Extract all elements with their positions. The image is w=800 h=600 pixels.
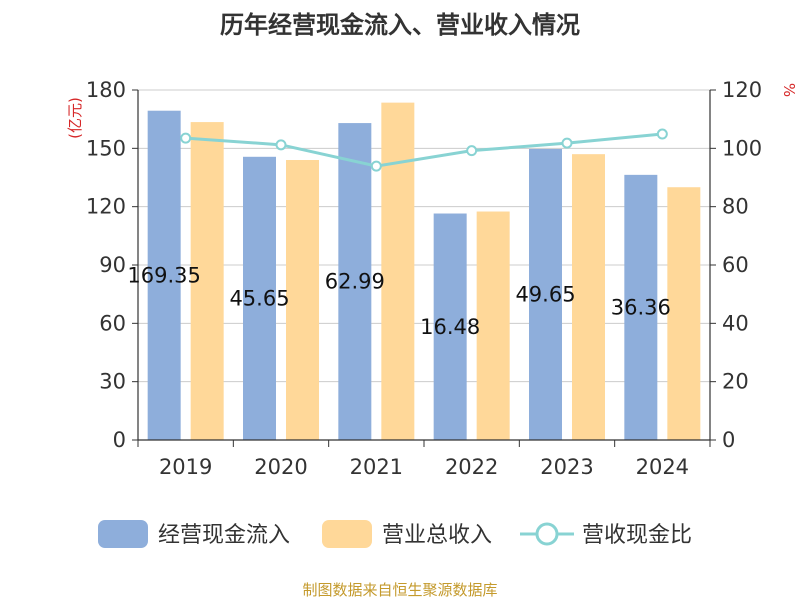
left-axis: 0 30 60 90 120 150 180 bbox=[86, 78, 139, 452]
x-tick-label: 2024 bbox=[636, 455, 689, 479]
data-label-cash-inflow: 45.65 bbox=[229, 286, 289, 310]
left-tick-label: 60 bbox=[99, 311, 126, 335]
bar-revenue bbox=[476, 211, 510, 440]
left-tick-label: 150 bbox=[86, 136, 126, 160]
right-tick-label: 80 bbox=[722, 195, 749, 219]
legend-label-ratio: 营收现金比 bbox=[582, 523, 692, 548]
right-tick-label: 60 bbox=[722, 253, 749, 277]
bar-cash-inflow bbox=[624, 174, 658, 440]
bar-revenue bbox=[572, 154, 605, 440]
left-tick-label: 90 bbox=[99, 253, 126, 277]
ratio-point bbox=[656, 128, 668, 140]
ratio-line bbox=[180, 128, 668, 172]
legend-swatch-revenue bbox=[322, 520, 372, 548]
gridlines bbox=[138, 89, 710, 441]
x-tick-label: 2021 bbox=[350, 455, 403, 479]
data-label-cash-inflow: 36.36 bbox=[611, 295, 671, 319]
right-tick-label: 0 bbox=[722, 428, 735, 452]
ratio-line-path bbox=[185, 132, 663, 168]
left-tick-label: 30 bbox=[99, 370, 126, 394]
right-tick-label: 40 bbox=[722, 311, 749, 335]
bar-cash-inflow bbox=[433, 213, 467, 440]
bar-cash-inflow bbox=[147, 110, 181, 440]
data-label-cash-inflow: 169.35 bbox=[127, 263, 200, 287]
bar-revenue bbox=[190, 122, 224, 440]
chart-title: 历年经营现金流入、营业收入情况 bbox=[220, 11, 580, 39]
data-label-cash-inflow: 62.99 bbox=[325, 270, 385, 294]
x-axis: 2019 2020 2021 2022 2023 2024 bbox=[137, 439, 711, 479]
legend: 经营现金流入 营业总收入 营收现金比 bbox=[98, 520, 692, 548]
ratio-point bbox=[275, 139, 287, 151]
bar-cash-inflow bbox=[243, 156, 276, 440]
data-label-cash-inflow: 49.65 bbox=[515, 283, 575, 307]
bar-cash-inflow bbox=[338, 123, 372, 440]
ratio-point bbox=[180, 132, 192, 144]
data-label-cash-inflow: 16.48 bbox=[420, 315, 480, 339]
right-axis-unit: % bbox=[780, 83, 798, 97]
bar-cash-inflow bbox=[529, 149, 562, 440]
right-tick-label: 20 bbox=[722, 370, 749, 394]
x-tick-label: 2019 bbox=[159, 455, 212, 479]
left-tick-label: 120 bbox=[86, 195, 126, 219]
legend-swatch-cash-inflow bbox=[98, 520, 148, 548]
bar-revenue bbox=[286, 160, 319, 440]
ratio-point bbox=[370, 160, 382, 172]
x-tick-label: 2020 bbox=[254, 455, 307, 479]
left-tick-label: 0 bbox=[113, 428, 126, 452]
right-tick-label: 120 bbox=[722, 78, 762, 102]
legend-swatch-ratio-marker bbox=[535, 522, 559, 546]
x-tick-label: 2023 bbox=[540, 455, 593, 479]
right-tick-label: 100 bbox=[722, 136, 762, 160]
ratio-point bbox=[561, 137, 573, 149]
x-tick-label: 2022 bbox=[445, 455, 498, 479]
left-axis-unit: (亿元) bbox=[66, 97, 84, 139]
left-tick-label: 180 bbox=[86, 78, 126, 102]
bar-revenue bbox=[667, 187, 701, 440]
data-labels: 169.35 45.65 62.99 16.48 49.65 36.36 bbox=[127, 263, 670, 338]
bars bbox=[147, 102, 701, 440]
bar-revenue bbox=[381, 102, 415, 440]
ratio-point bbox=[466, 145, 478, 157]
data-source-note: 制图数据来自恒生聚源数据库 bbox=[302, 581, 497, 599]
legend-label-cash-inflow: 经营现金流入 bbox=[158, 523, 290, 548]
legend-label-revenue: 营业总收入 bbox=[382, 523, 492, 548]
right-axis: 0 20 40 60 80 100 120 bbox=[709, 78, 762, 452]
